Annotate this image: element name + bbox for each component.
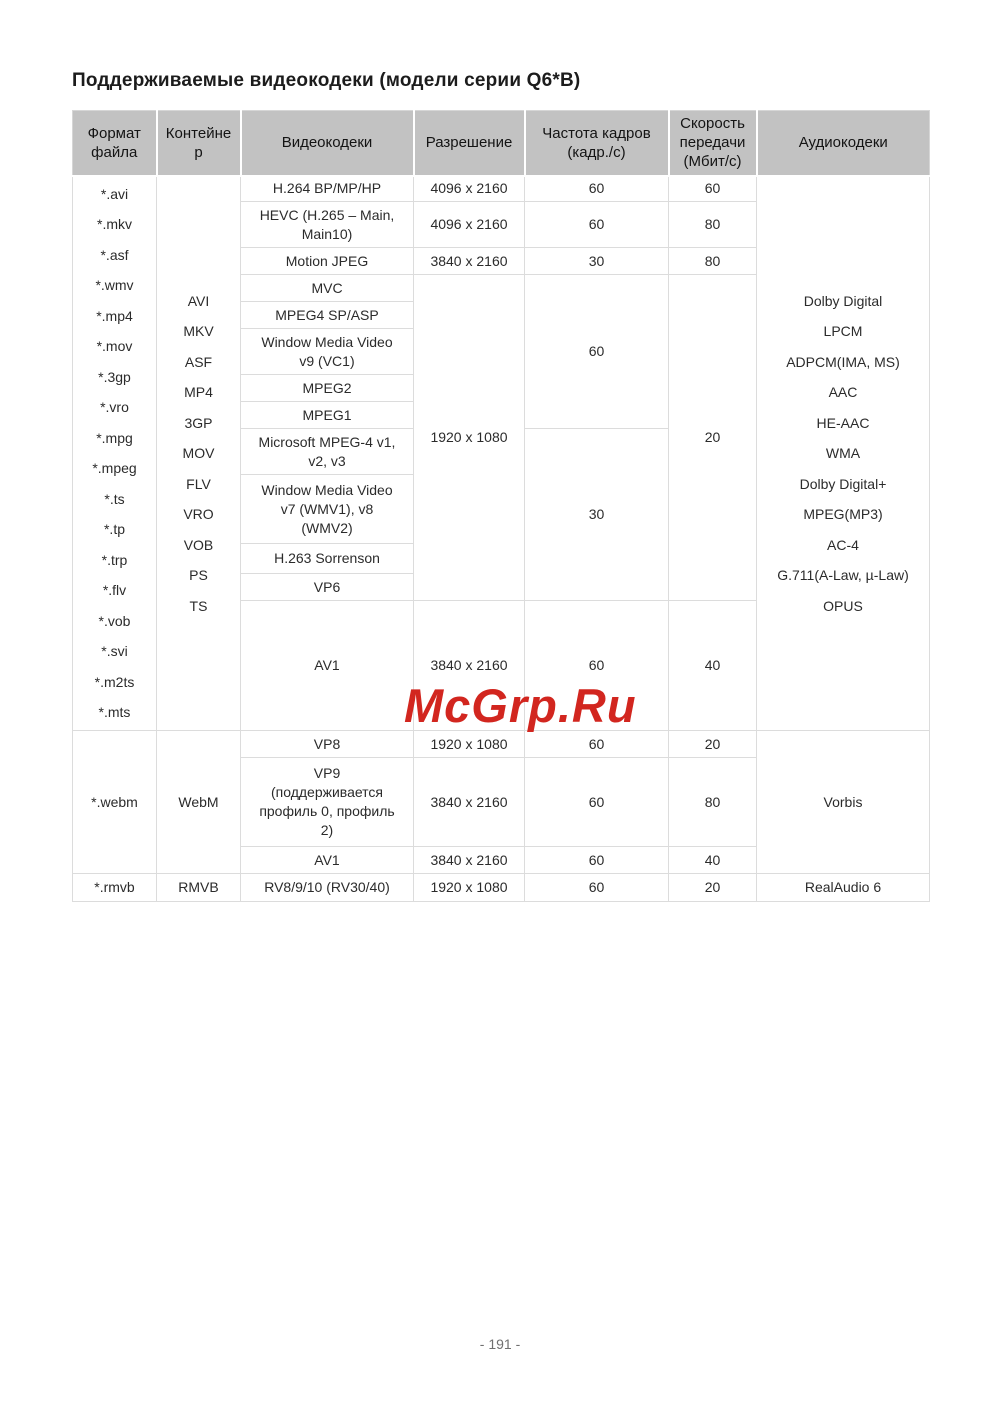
cell-resolution: 4096 x 2160 [413, 175, 525, 203]
cell-video-codec: MPEG2 [240, 374, 414, 403]
cell-resolution: 1920 x 1080 [413, 730, 525, 759]
cell-resolution: 3840 x 2160 [413, 247, 525, 276]
table-row: AV1 3840 x 2160 60 40 [73, 600, 930, 732]
table-row: *.webm WebM VP8 1920 x 1080 60 20 Vorbis [72, 730, 930, 875]
cell-video-codec: H.264 BP/MP/HP [240, 175, 414, 203]
cell-bitrate: 80 [668, 757, 757, 848]
cell-bitrate: 40 [668, 846, 757, 875]
cell-frame-rate-shared: 30 [524, 428, 669, 602]
table-row: MPEG2 [73, 374, 930, 403]
cell-file-format: *.webm [72, 730, 157, 875]
col-header-audio-codecs: Аудиокодеки [755, 110, 930, 177]
table-row: H.263 Sorrenson [73, 543, 930, 575]
cell-container: RMVB [156, 873, 241, 903]
cell-video-codec: VP9 (поддерживается профиль 0, профиль 2… [240, 757, 414, 848]
table-row: VP9 (поддерживается профиль 0, профиль 2… [73, 757, 930, 848]
cell-audio-codecs: Dolby Digital LPCM ADPCM(IMA, MS) AAC HE-AAC… [756, 175, 930, 732]
cell-resolution: 3840 x 2160 [413, 846, 525, 875]
page-number: - 191 - [479, 1336, 521, 1352]
page-title: Поддерживаемые видеокодеки (модели серии… [72, 70, 581, 91]
cell-video-codec: MPEG1 [240, 401, 414, 430]
cell-frame-rate: 60 [524, 730, 669, 759]
cell-file-formats: *.avi *.mkv *.asf *.wmv *.mp4 *.mov *.3gp *.vro… [72, 175, 157, 732]
cell-resolution: 3840 x 2160 [413, 600, 525, 732]
cell-bitrate-shared: 20 [668, 274, 757, 602]
cell-audio-codec: RealAudio 6 [756, 873, 930, 903]
cell-bitrate: 60 [668, 175, 757, 203]
cell-container: WebM [156, 730, 241, 875]
col-header-frame-rate: Частота кадров (кадр./с) [523, 110, 669, 177]
col-header-bitrate: Скорость передачи (Мбит/с) [667, 110, 757, 177]
cell-containers: AVI MKV ASF MP4 3GP MOV FLV VRO VOB PS TS [156, 175, 241, 732]
cell-file-format: *.rmvb [72, 873, 157, 903]
cell-video-codec: H.263 Sorrenson [240, 543, 414, 575]
col-header-container: Контейнер [155, 110, 241, 177]
cell-video-codec: Microsoft MPEG-4 v1, v2, v3 [240, 428, 414, 476]
table-row: *.avi *.mkv *.asf *.wmv *.mp4 *.mov *.3gp *.vro… [72, 175, 930, 732]
cell-video-codec: RV8/9/10 (RV30/40) [240, 873, 414, 903]
cell-video-codec: Window Media Video v7 (WMV1), v8 (WMV2) [240, 474, 414, 545]
cell-bitrate: 20 [668, 873, 757, 903]
table-row: VP6 [73, 573, 930, 602]
cell-frame-rate: 60 [524, 873, 669, 903]
table-row: *.rmvb RMVB RV8/9/10 (RV30/40) 1920 x 10… [72, 873, 930, 903]
table-row: Window Media Video v7 (WMV1), v8 (WMV2) [73, 474, 930, 545]
cell-frame-rate: 60 [524, 201, 669, 249]
cell-frame-rate-shared: 60 [524, 274, 669, 430]
cell-video-codec: VP6 [240, 573, 414, 602]
cell-video-codec: MVC [240, 274, 414, 303]
cell-frame-rate: 30 [524, 247, 669, 276]
table-row: MPEG4 SP/ASP [73, 301, 930, 330]
cell-bitrate: 80 [668, 201, 757, 249]
cell-bitrate: 20 [668, 730, 757, 759]
cell-frame-rate: 60 [524, 757, 669, 848]
table-row: Motion JPEG 3840 x 2160 30 80 [73, 247, 930, 276]
cell-bitrate: 40 [668, 600, 757, 732]
cell-video-codec: VP8 [240, 730, 414, 759]
cell-video-codec: Window Media Video v9 (VC1) [240, 328, 414, 376]
cell-video-codec: AV1 [240, 846, 414, 875]
cell-resolution: 1920 x 1080 [413, 873, 525, 903]
col-header-resolution: Разрешение [412, 110, 525, 177]
table-row: Window Media Video v9 (VC1) [73, 328, 930, 376]
cell-bitrate: 80 [668, 247, 757, 276]
codec-table: Формат файла Контейнер Видеокодеки Разре… [72, 110, 930, 903]
table-row: AV1 3840 x 2160 60 40 [73, 846, 930, 875]
cell-resolution: 3840 x 2160 [413, 757, 525, 848]
table-row: HEVC (H.265 – Main, Main10) 4096 x 2160 … [73, 201, 930, 249]
cell-video-codec: Motion JPEG [240, 247, 414, 276]
cell-frame-rate: 60 [524, 846, 669, 875]
cell-video-codec: HEVC (H.265 – Main, Main10) [240, 201, 414, 249]
table-row: MVC 1920 x 1080 60 20 [73, 274, 930, 602]
cell-frame-rate: 60 [524, 600, 669, 732]
table-row: MPEG1 [73, 401, 930, 430]
cell-video-codec: MPEG4 SP/ASP [240, 301, 414, 330]
col-header-video-codecs: Видеокодеки [239, 110, 414, 177]
cell-frame-rate: 60 [524, 175, 669, 203]
cell-resolution-shared: 1920 x 1080 [413, 274, 525, 602]
table-header-row: Формат файла Контейнер Видеокодеки Разре… [72, 110, 930, 177]
col-header-file-format: Формат файла [72, 110, 157, 177]
table-row: Microsoft MPEG-4 v1, v2, v3 30 [73, 428, 930, 602]
cell-audio-codec: Vorbis [756, 730, 930, 875]
cell-resolution: 4096 x 2160 [413, 201, 525, 249]
cell-video-codec: AV1 [240, 600, 414, 732]
